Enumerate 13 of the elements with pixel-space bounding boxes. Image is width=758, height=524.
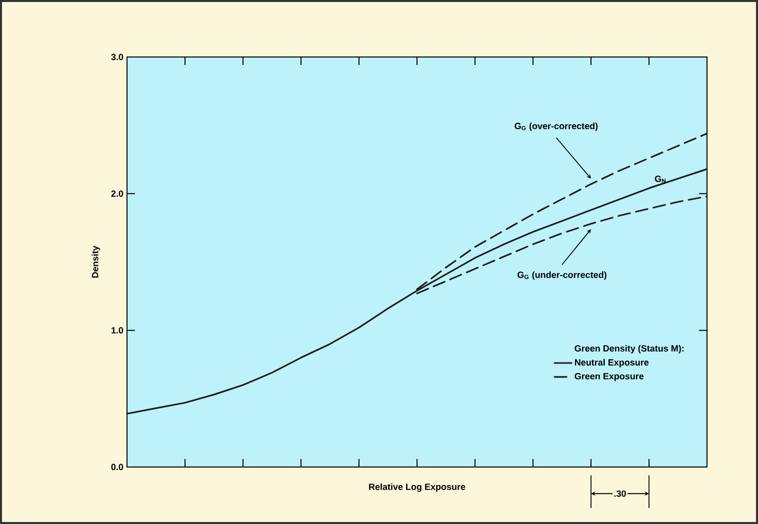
text: .30 <box>614 490 626 497</box>
legend-label: Green Exposure <box>574 373 644 382</box>
legend-label: Neutral Exposure <box>574 358 649 368</box>
annotation: G$_{G}$ (over-corrected) <box>514 122 598 131</box>
y-tick-label: 3.0 <box>111 54 124 60</box>
x-axis-title: Relative Log Exposure <box>369 483 466 492</box>
y-tick-label: 0.0 <box>111 464 124 470</box>
y-tick-label: 1.0 <box>112 327 124 334</box>
annotation: G$_{G}$ (under-corrected) <box>518 271 606 280</box>
legend-title: Green Density (Status M): <box>574 344 684 354</box>
y-tick-label: 2.0 <box>111 190 124 197</box>
y-axis-title: Density <box>92 246 100 278</box>
annotation: G$_{N}$ <box>654 176 666 183</box>
